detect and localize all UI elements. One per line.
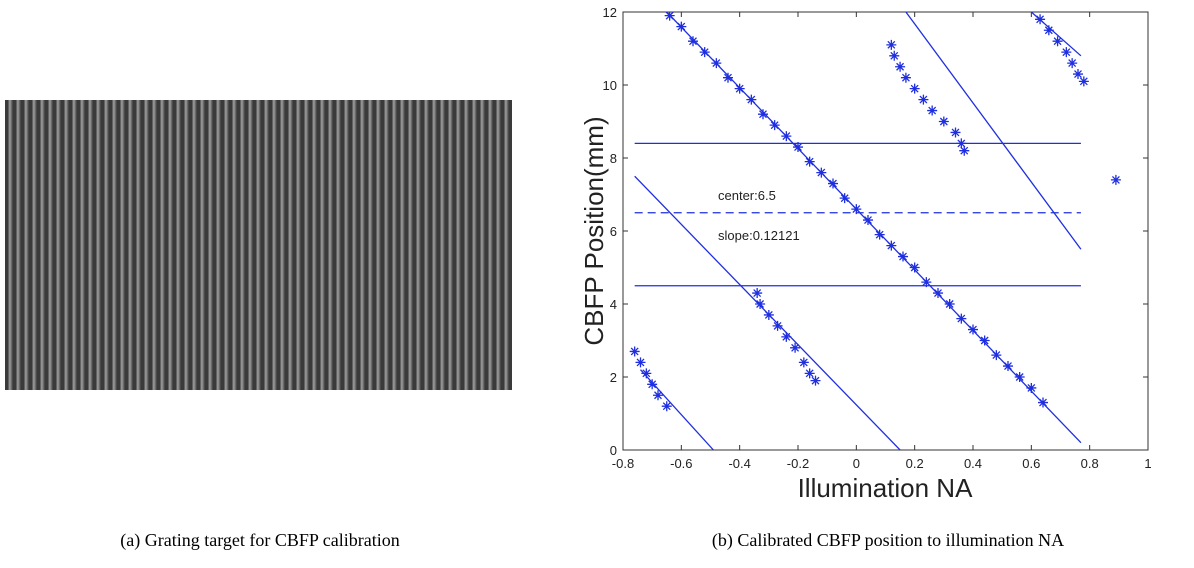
x-tick-label: 1 [1144,456,1151,471]
asterisk-point [647,379,658,390]
asterisk-point [927,105,938,116]
x-tick-label: 0 [853,456,860,471]
asterisk-point [863,215,873,226]
fit-line [666,12,1082,444]
asterisk-point [1078,76,1089,87]
asterisk-point [828,178,838,189]
fit-line [905,12,1082,250]
asterisk-point [790,342,801,353]
asterisk-point [938,116,949,127]
x-tick-label: -0.6 [670,456,692,471]
asterisk-point [1110,174,1121,185]
x-tick-label: -0.8 [612,456,634,471]
plot-area [629,12,1121,450]
asterisk-point [895,61,906,72]
asterisk-point [1052,36,1063,47]
x-tick-label: 0.6 [1022,456,1040,471]
annotation: center:6.5 [718,188,776,203]
asterisk-point [1035,14,1046,25]
asterisk-point [755,299,766,309]
asterisk-point [810,375,821,386]
x-tick-label: 0.2 [906,456,924,471]
asterisk-point [763,309,774,320]
asterisk-point [918,94,929,105]
y-tick-label: 2 [610,370,617,385]
asterisk-point [676,21,687,32]
asterisk-point [1038,397,1048,408]
asterisk-point [804,156,815,167]
plot-frame [622,11,1149,451]
asterisk-point [886,39,897,50]
asterisk-point [769,120,780,131]
asterisk-point [921,277,932,288]
asterisk-point [1067,58,1078,69]
asterisk-point [688,36,698,47]
asterisk-point [956,313,967,324]
asterisk-point [641,368,652,379]
asterisk-point [886,240,897,251]
grating-image [5,100,512,390]
asterisk-point [781,331,792,342]
asterisk-point [933,288,943,299]
y-axis-label: CBFP Position(mm) [579,116,609,345]
asterisk-point [758,109,768,120]
asterisk-point [944,299,955,309]
asterisk-point [723,72,733,83]
x-tick-label: -0.2 [787,456,809,471]
x-tick-label: 0.8 [1081,456,1099,471]
asterisk-point [793,142,803,153]
chart: Illumination NA CBFP Position(mm) -0.8 -0… [579,5,1152,503]
asterisk-point [950,127,961,138]
asterisk-point [968,324,978,335]
asterisk-point [956,138,967,149]
asterisk-point [851,204,862,215]
asterisk-point [889,50,900,61]
y-tick-label: 10 [603,78,617,93]
asterisk-point [991,350,1002,361]
asterisk-point [1003,361,1013,372]
asterisk-point [839,193,850,204]
asterisk-point [711,58,722,69]
asterisk-point [874,229,885,240]
asterisk-point [664,12,675,21]
asterisk-point [661,401,672,412]
asterisk-point [653,390,663,401]
asterisk-point [1073,69,1083,80]
y-tick-label: 6 [610,224,617,239]
annotation: slope:0.12121 [718,228,800,243]
x-axis-label: Illumination NA [798,473,974,503]
asterisk-point [629,346,640,357]
asterisk-point [909,262,920,273]
asterisk-point [734,83,745,94]
asterisk-point [816,167,827,178]
asterisk-point [804,368,815,379]
asterisk-point [898,251,908,262]
asterisk-point [1026,382,1037,393]
caption: (a) Grating target for CBFP calibration [120,530,400,550]
asterisk-point [959,145,970,156]
x-tick-label: -0.4 [728,456,750,471]
asterisk-point [909,83,920,94]
asterisk-point [798,357,809,368]
asterisk-point [752,288,763,299]
asterisk-point [1043,25,1054,36]
asterisk-point [746,94,757,105]
asterisk-point [900,72,911,83]
asterisk-point [1014,372,1025,382]
asterisk-point [1061,47,1072,58]
caption: (b) Calibrated CBFP position to illumina… [711,530,1065,550]
y-tick-label: 8 [610,151,617,166]
y-tick-label: 0 [610,443,617,458]
y-tick-label: 4 [610,297,617,312]
x-tick-label: 0.4 [964,456,982,471]
asterisk-point [772,320,783,331]
asterisk-point [979,335,990,346]
asterisk-point [635,357,646,368]
y-tick-label: 12 [603,5,617,20]
asterisk-point [781,131,792,142]
asterisk-point [699,47,710,58]
